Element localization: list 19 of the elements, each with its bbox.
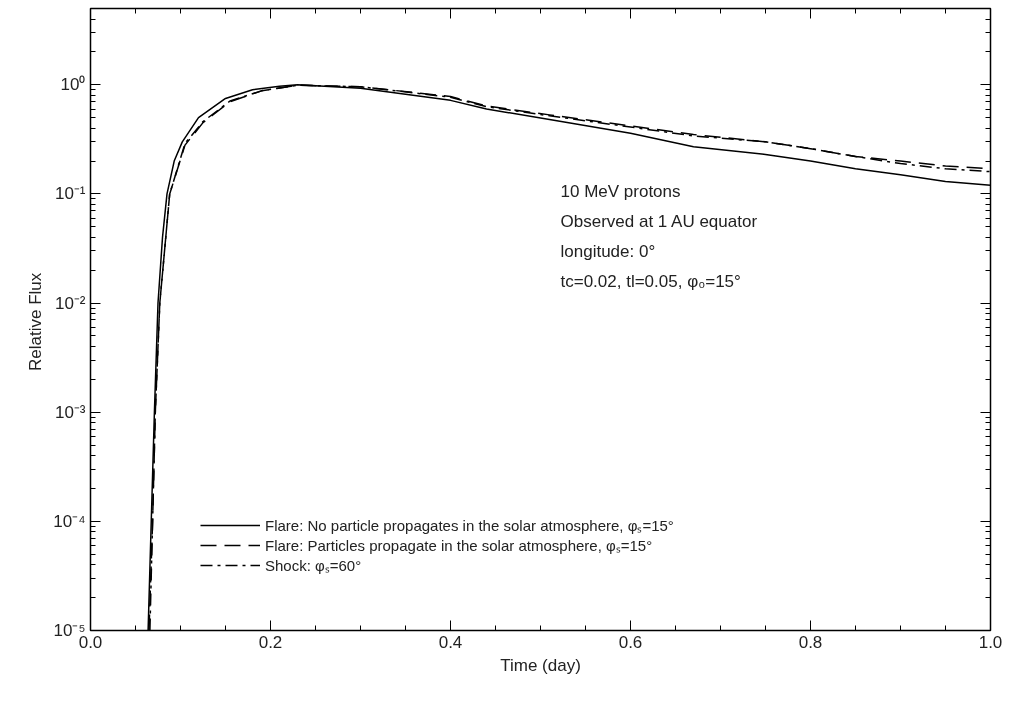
y-tick-label: 10⁰ [60, 75, 86, 95]
legend-label: Shock: φₛ=60° [265, 556, 362, 575]
annotation: 10 MeV protons [560, 181, 681, 201]
x-tick-label: 0.8 [798, 632, 823, 652]
y-tick-label: 10⁻³ [54, 402, 86, 422]
y-tick-label: 10⁻¹ [54, 184, 86, 204]
x-tick-label: 1.0 [978, 632, 1003, 652]
annotation: Observed at 1 AU equator [560, 211, 758, 231]
y-tick-label: 10⁻² [54, 293, 86, 313]
x-tick-label: 0.4 [438, 632, 463, 652]
legend-label: Flare: No particle propagates in the solar atmosphere, φₛ=15° [265, 516, 674, 535]
annotation: longitude: 0° [560, 241, 656, 261]
x-tick-label: 0.6 [618, 632, 643, 652]
x-tick-label: 0.2 [258, 632, 283, 652]
x-axis-title: Time (day) [500, 655, 581, 675]
y-axis-title: Relative Flux [26, 272, 46, 371]
annotation: tc=0.02, tl=0.05, φ₀=15° [560, 271, 741, 291]
legend-label: Flare: Particles propagate in the solar atmosphere, φₛ=15° [265, 536, 653, 555]
y-tick-label: 10⁻⁴ [53, 511, 86, 531]
